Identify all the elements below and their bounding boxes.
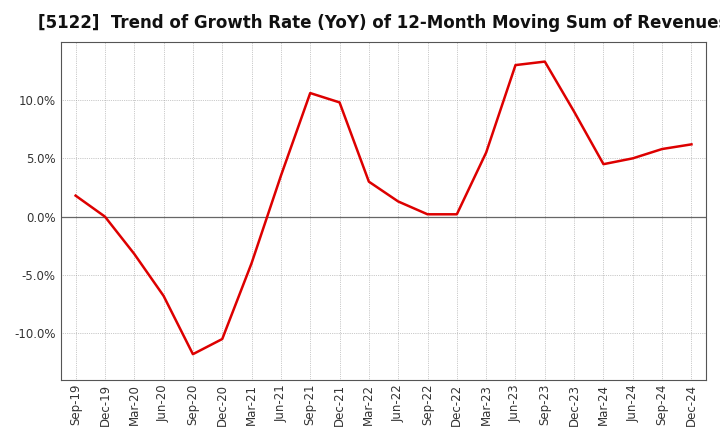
Title: [5122]  Trend of Growth Rate (YoY) of 12-Month Moving Sum of Revenues: [5122] Trend of Growth Rate (YoY) of 12-… [38,14,720,32]
